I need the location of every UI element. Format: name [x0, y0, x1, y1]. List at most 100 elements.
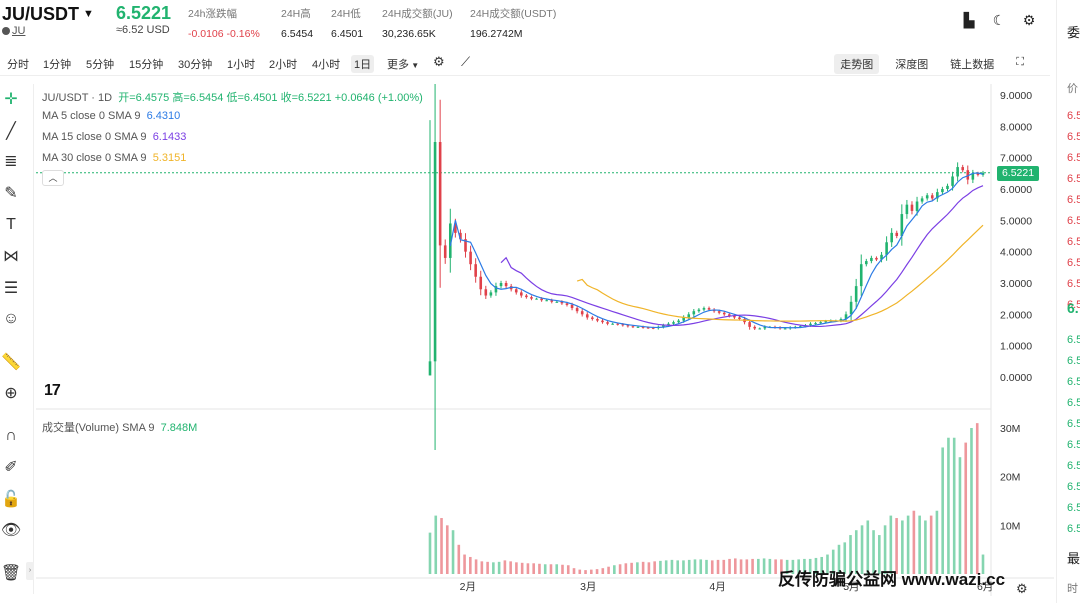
bid-price[interactable]: 6.5 [1067, 355, 1080, 367]
indicator-settings-icon[interactable]: ⚙ [433, 54, 445, 69]
candle-body [687, 314, 691, 318]
stat-24h-volume-usdt: 24H成交额(USDT) 196.2742M [470, 6, 556, 40]
brush-icon[interactable]: ✎ [4, 185, 18, 202]
pair-selector[interactable]: JU/USDT ▼ [2, 4, 94, 25]
bid-price[interactable]: 6.5 [1067, 376, 1080, 388]
candle-body [733, 315, 736, 318]
bid-price[interactable]: 6.5 [1067, 418, 1080, 430]
stat-key: 24H成交额(JU) [382, 8, 453, 20]
magnet-icon[interactable]: ∩ [5, 427, 17, 444]
zoom-in-icon[interactable]: ⊕ [4, 385, 18, 402]
volume-bar [734, 558, 737, 574]
bid-price[interactable]: 6.5 [1067, 334, 1080, 346]
timeframe-30m[interactable]: 30分钟 [178, 59, 213, 71]
caret-down-icon: ▼ [409, 61, 420, 70]
chart-canvas[interactable]: 9.0000 8.0000 7.0000 6.0000 5.0000 4.0000 3.00… [36, 84, 1054, 596]
volume-bar [854, 530, 858, 574]
timeframe-1h[interactable]: 1小时 [227, 59, 256, 71]
volume-bar [981, 554, 985, 574]
timeframe-toolbar: 分时 1分钟 5分钟 15分钟 30分钟 1小时 2小时 4小时 1日 更多 ▼… [0, 50, 1050, 76]
ma-value: 6.4310 [146, 110, 181, 122]
volume-bar [837, 544, 841, 574]
ask-price[interactable]: 6.5 [1067, 173, 1080, 185]
candle-body [839, 319, 843, 321]
timeframe-2h[interactable]: 2小时 [269, 59, 298, 71]
pattern-icon[interactable]: ⋈ [3, 248, 19, 265]
bid-price[interactable]: 6.5 [1067, 439, 1080, 451]
candle-body [454, 223, 457, 233]
indicator-chart-icon[interactable]: ⟋ [461, 54, 471, 69]
candle-body [971, 173, 975, 180]
ask-price[interactable]: 6.5 [1067, 299, 1080, 311]
crosshair-icon[interactable]: ✛ [4, 91, 18, 108]
ask-price[interactable]: 6.5 [1067, 131, 1080, 143]
timeframe-15m[interactable]: 15分钟 [129, 59, 164, 71]
view-trend[interactable]: 走势图 [834, 54, 880, 74]
candle-body [702, 308, 706, 310]
volume-bar [613, 565, 616, 574]
volume-bar [474, 559, 478, 574]
candle-body [646, 327, 650, 329]
bid-price[interactable]: 6.5 [1067, 481, 1080, 493]
view-onchain[interactable]: 链上数据 [950, 59, 995, 71]
stat-key: 24H低 [331, 8, 361, 20]
trash-icon[interactable]: 🗑 [0, 565, 22, 582]
ask-price[interactable]: 6.5 [1067, 236, 1080, 248]
volume-bar [878, 535, 881, 574]
bid-price[interactable]: 6.5 [1067, 397, 1080, 409]
trendline-icon[interactable]: ╱ [6, 123, 16, 140]
candle-body [662, 325, 665, 327]
timeframe-1m[interactable]: 1分钟 [43, 59, 72, 71]
candle-body [880, 254, 883, 260]
lock-icon[interactable]: 🔓 [1, 491, 21, 508]
time-tick-label: 4月 [709, 581, 725, 593]
gear-icon[interactable]: ⚙ [1022, 12, 1036, 28]
view-depth[interactable]: 深度图 [895, 59, 929, 71]
ask-price[interactable]: 6.5 [1067, 278, 1080, 290]
ruler-icon[interactable]: 📏 [1, 354, 21, 371]
ask-price[interactable]: 6.5 [1067, 194, 1080, 206]
eye-icon[interactable]: 👁 [0, 522, 22, 539]
ask-price[interactable]: 6.5 [1067, 152, 1080, 164]
candle-body [438, 142, 442, 246]
emoji-icon[interactable]: ☺ [2, 310, 20, 327]
fullscreen-icon[interactable]: ⛶ [1016, 56, 1024, 68]
volume-bar [480, 561, 484, 574]
collapse-legend-button[interactable]: ︿ [42, 170, 64, 186]
volume-bar [722, 559, 726, 574]
layout-icon[interactable]: ▙ [963, 12, 975, 28]
ask-price[interactable]: 6.5 [1067, 215, 1080, 227]
candle-body [783, 328, 787, 330]
bid-price[interactable]: 6.5 [1067, 523, 1080, 535]
bid-price[interactable]: 6.5 [1067, 460, 1080, 472]
expand-arrow-icon[interactable]: › [26, 562, 34, 580]
moon-icon[interactable]: ☾ [992, 12, 1006, 28]
timeframe-tick[interactable]: 分时 [7, 59, 29, 71]
volume-bar [693, 559, 697, 574]
candle-body [920, 198, 924, 202]
chart-settings-icon[interactable]: ⚙ [1016, 581, 1028, 596]
timeframe-more[interactable]: 更多 ▼ [384, 55, 422, 73]
drawing-toolbar: ✛ ╱ ≣ ✎ T ⋈ ☰ ☺ 📏 ⊕ ∩ ✐ 🔓 👁 🗑 › [0, 84, 34, 594]
ask-price[interactable]: 6.5 [1067, 110, 1080, 122]
timeframe-5m[interactable]: 5分钟 [86, 59, 115, 71]
candle-body [748, 322, 751, 327]
candle-body [910, 204, 914, 211]
candle-body [814, 323, 817, 325]
price-chart[interactable]: 9.0000 8.0000 7.0000 6.0000 5.0000 4.0000 3.00… [36, 84, 1054, 596]
horizontal-lines-icon[interactable]: ≣ [4, 153, 18, 170]
volume-bar [751, 558, 754, 574]
candle-body [474, 264, 477, 277]
bid-price[interactable]: 6.5 [1067, 502, 1080, 514]
lock-draw-icon[interactable]: ✐ [4, 459, 18, 476]
timeframe-4h[interactable]: 4小时 [312, 59, 341, 71]
candle-body [651, 327, 655, 329]
volume-bar [970, 428, 973, 574]
ask-price[interactable]: 6.5 [1067, 257, 1080, 269]
fib-icon[interactable]: ☰ [3, 280, 19, 297]
more-label: 更多 [387, 59, 409, 71]
text-icon[interactable]: T [6, 216, 16, 233]
candle-body [469, 251, 472, 265]
timeframe-1d[interactable]: 1日 [351, 55, 375, 73]
candle-body [885, 242, 888, 255]
